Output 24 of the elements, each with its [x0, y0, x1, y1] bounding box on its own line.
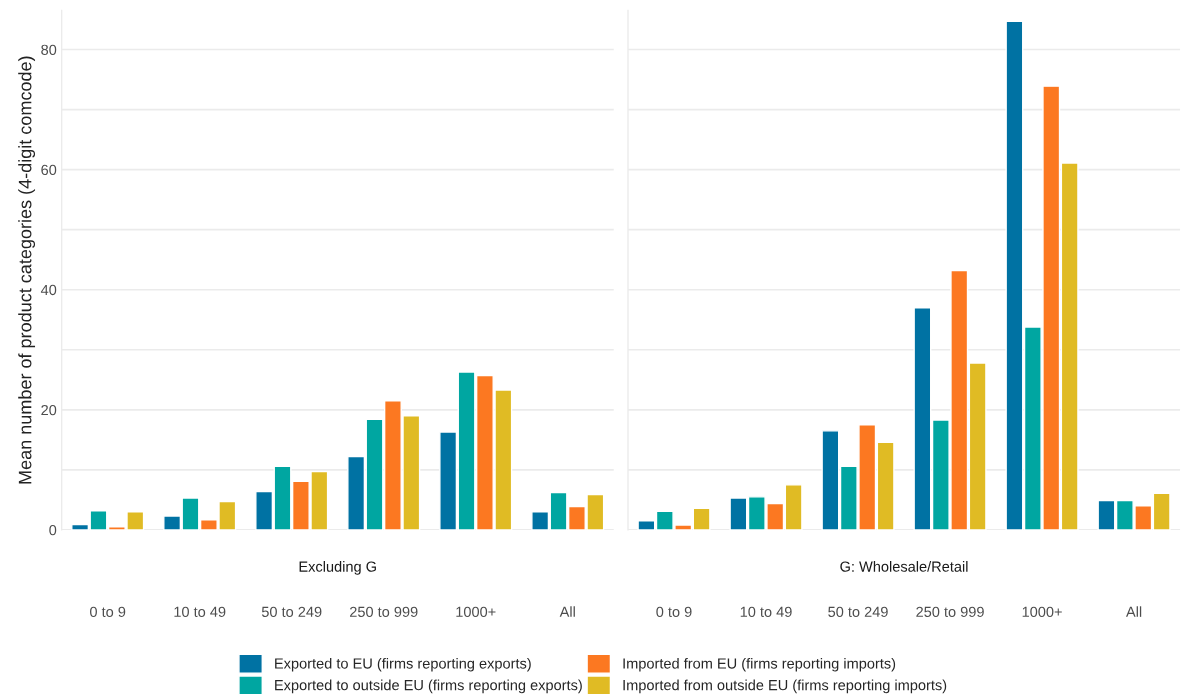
legend-label: Exported to outside EU (firms reporting exports): [275, 679, 582, 694]
text: Excluding G: [299, 561, 376, 575]
x-tick-label: 0 to 9: [656, 606, 692, 617]
x-tick-label: 250 to 999: [916, 606, 984, 617]
x-tick-label: All: [559, 606, 575, 617]
y-axis-title: Mean number of product categories (4-digit comcode): [18, 56, 36, 484]
y-tick-label: 0: [49, 525, 57, 536]
y-tick-label: 60: [41, 164, 57, 176]
y-tick-label: 20: [41, 404, 57, 416]
x-tick-label: 50 to 249: [261, 606, 322, 617]
legend-label: Imported from outside EU (firms reporting imports): [623, 679, 947, 694]
text: G: Wholesale/Retail: [840, 561, 968, 572]
x-tick-label: 50 to 249: [828, 606, 888, 617]
x-tick-label: 1000+: [456, 606, 496, 617]
x-tick-label: 1000+: [1022, 606, 1062, 617]
x-tick-label: 10 to 49: [740, 606, 792, 617]
legend-label: Imported from EU (firms reporting imports): [623, 657, 896, 672]
legend-label: Exported to EU (firms reporting exports): [275, 657, 531, 672]
x-tick-label: All: [1125, 606, 1142, 617]
y-tick-label: 40: [40, 284, 57, 296]
x-tick-label: 0 to 9: [90, 606, 126, 617]
x-tick-label: 10 to 49: [174, 606, 226, 617]
y-tick-label: 80: [41, 44, 57, 55]
x-tick-label: 250 to 999: [349, 606, 418, 617]
